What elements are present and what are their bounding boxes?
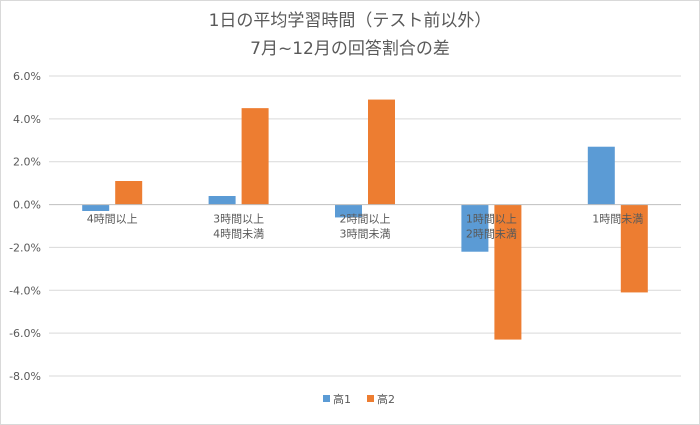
y-tick-label: 2.0% xyxy=(13,156,41,169)
bar-series2 xyxy=(494,204,522,340)
chart-title-line-1: 1日の平均学習時間（テスト前以外） xyxy=(209,11,492,31)
y-tick-label: 6.0% xyxy=(13,70,41,83)
bar-series1 xyxy=(587,146,615,205)
y-tick-label: -8.0% xyxy=(9,370,41,383)
category-label: 3時間以上 xyxy=(213,213,264,226)
category-label: 3時間未満 xyxy=(340,228,391,241)
category-labels: 4時間以上 3時間以上 4時間未満 2時間以上 3時間未満 1時間以上 2時間未満 1時間未満 xyxy=(87,213,644,241)
chart-title: 1日の平均学習時間（テスト前以外） 7月~12月の回答割合の差 xyxy=(209,11,492,59)
y-tick-label: -6.0% xyxy=(9,327,41,340)
y-tick-label: 0.0% xyxy=(13,199,41,212)
gridlines xyxy=(49,75,681,377)
bar-series2 xyxy=(368,99,395,205)
category-label: 4時間以上 xyxy=(87,213,138,226)
y-axis-tick-labels: 6.0% 4.0% 2.0% 0.0% -2.0% -4.0% -6.0% -8.0% xyxy=(9,70,41,383)
legend-label: 高1 xyxy=(333,392,351,406)
y-tick-label: -4.0% xyxy=(9,284,41,297)
bar-series2 xyxy=(241,108,269,205)
category-label: 1時間未満 xyxy=(592,213,643,226)
legend: 高1 高2 xyxy=(323,392,395,406)
chart-title-line-2: 7月~12月の回答割合の差 xyxy=(250,39,450,59)
category-label: 2時間以上 xyxy=(340,213,391,226)
bar-series2 xyxy=(620,204,648,293)
category-label: 1時間以上 xyxy=(466,213,517,226)
bar-series1 xyxy=(461,204,489,252)
legend-swatch xyxy=(367,395,374,402)
category-label: 2時間未満 xyxy=(466,228,517,241)
bar-series2 xyxy=(115,181,143,205)
y-tick-label: 4.0% xyxy=(13,113,41,126)
bar-series1 xyxy=(82,204,110,211)
bars xyxy=(82,99,648,340)
bar-series1 xyxy=(335,204,362,218)
legend-swatch xyxy=(323,395,330,402)
category-label: 4時間未満 xyxy=(213,228,264,241)
legend-label: 高2 xyxy=(377,392,395,406)
y-tick-label: -2.0% xyxy=(9,241,41,254)
bar-series1 xyxy=(208,196,236,205)
